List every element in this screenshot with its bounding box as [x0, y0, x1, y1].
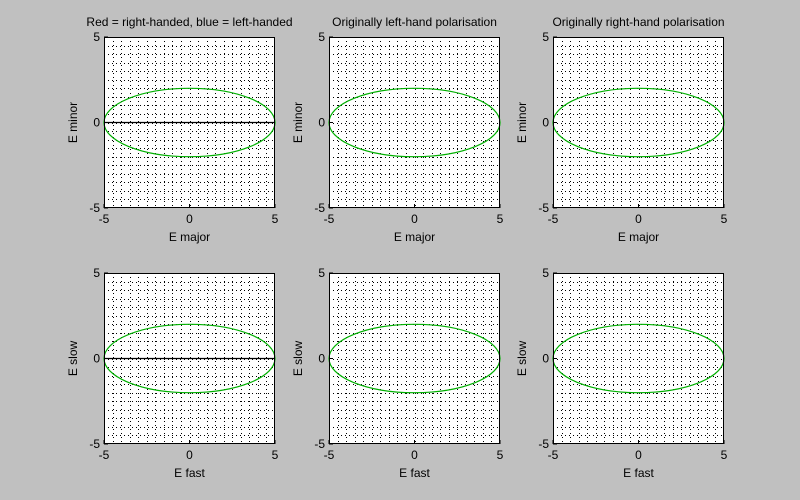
x-tick-label: 0: [411, 448, 418, 462]
x-tick-label: 0: [411, 212, 418, 226]
x-tick-label: -5: [324, 448, 335, 462]
y-tick-label: -5: [314, 201, 325, 215]
y-tick-label: 5: [542, 30, 549, 44]
plot-area: [329, 273, 500, 444]
x-tick-label: -5: [548, 212, 559, 226]
x-tick-label: 5: [497, 448, 504, 462]
subplot-title: Red = right-handed, blue = left-handed: [86, 15, 292, 29]
x-axis-label: E fast: [399, 466, 430, 480]
plot-area: [553, 273, 724, 444]
x-tick-label: 5: [721, 212, 728, 226]
y-tick-label: 5: [318, 266, 325, 280]
y-tick-label: 5: [93, 266, 100, 280]
x-tick-label: 0: [635, 448, 642, 462]
y-axis-label: E minor: [66, 102, 80, 143]
x-tick-label: -5: [99, 448, 110, 462]
y-tick-label: 0: [93, 116, 100, 130]
subplot-2: -5 0 5 -5 0 5 E major E minor Originally left-ha…: [291, 15, 504, 244]
x-tick-label: 5: [272, 212, 279, 226]
y-tick-label: -5: [314, 437, 325, 451]
grid: [553, 37, 724, 208]
subplot-5: -5 0 5 -5 0 5 E fast E slow: [291, 266, 504, 480]
x-tick-label: 5: [721, 448, 728, 462]
x-tick-label: -5: [99, 212, 110, 226]
subplot-title: Originally left-hand polarisation: [332, 15, 497, 29]
y-tick-label: 0: [318, 116, 325, 130]
y-tick-label: -5: [89, 437, 100, 451]
grid: [104, 37, 275, 208]
y-tick-label: 0: [542, 352, 549, 366]
subplot-title: Originally right-hand polarisation: [552, 15, 724, 29]
y-tick-label: 0: [542, 116, 549, 130]
plot-area: [553, 37, 724, 208]
x-tick-label: 5: [272, 448, 279, 462]
y-axis-label: E slow: [66, 340, 80, 376]
x-tick-label: 0: [635, 212, 642, 226]
y-tick-label: 0: [93, 352, 100, 366]
grid: [329, 37, 500, 208]
y-tick-label: -5: [538, 437, 549, 451]
y-tick-label: 0: [318, 352, 325, 366]
x-axis-label: E fast: [623, 466, 654, 480]
subplot-4: -5 0 5 -5 0 5 E fast E slow: [66, 266, 279, 480]
y-tick-label: 5: [542, 266, 549, 280]
y-tick-label: 5: [93, 30, 100, 44]
subplot-3: -5 0 5 -5 0 5 E major E minor Originally right-h…: [515, 15, 728, 244]
grid: [329, 273, 500, 444]
y-tick-label: -5: [89, 201, 100, 215]
y-axis-label: E slow: [291, 340, 305, 376]
y-tick-label: -5: [538, 201, 549, 215]
y-axis-label: E slow: [515, 340, 529, 376]
grid: [104, 273, 275, 444]
x-tick-label: -5: [548, 448, 559, 462]
y-axis-label: E minor: [515, 102, 529, 143]
y-axis-label: E minor: [291, 102, 305, 143]
plot-area: [329, 37, 500, 208]
subplot-6: -5 0 5 -5 0 5 E fast E slow: [515, 266, 728, 480]
x-axis-label: E major: [169, 230, 210, 244]
x-axis-label: E major: [618, 230, 659, 244]
x-tick-label: 0: [186, 212, 193, 226]
y-tick-label: 5: [318, 30, 325, 44]
x-tick-label: -5: [324, 212, 335, 226]
x-axis-label: E major: [394, 230, 435, 244]
x-tick-label: 5: [497, 212, 504, 226]
x-axis-label: E fast: [174, 466, 205, 480]
subplot-1: -5 0 5 -5 0 5 E major E minor Red = right-handed…: [66, 15, 293, 244]
x-tick-label: 0: [186, 448, 193, 462]
